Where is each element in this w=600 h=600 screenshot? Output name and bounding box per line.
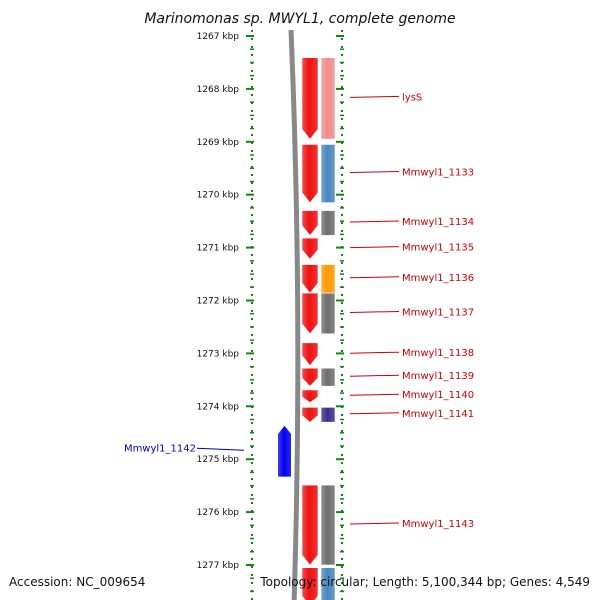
- cog-color-track: [320, 57, 336, 600]
- cog-block-mmwyl1-1134: [320, 210, 336, 236]
- gene-label-leader: [349, 171, 400, 174]
- gene-arrow-mmwyl1-1136[interactable]: [301, 264, 319, 294]
- gene-label-mmwyl1-1140[interactable]: Mmwyl1_1140: [402, 390, 474, 401]
- kbp-tick-label: 1277 kbp: [197, 561, 240, 571]
- gene-arrow-lyss[interactable]: [301, 57, 319, 140]
- cog-block-mmwyl1-1137: [320, 292, 336, 335]
- gene-label-leader: [349, 412, 400, 415]
- cog-block-mmwyl1-1136: [320, 264, 336, 294]
- gene-label-mmwyl1-1135[interactable]: Mmwyl1_1135: [402, 243, 474, 254]
- topology-text: Topology: circular; Length: 5,100,344 bp…: [259, 575, 590, 589]
- gene-arrow-mmwyl1-1134[interactable]: [301, 210, 319, 236]
- gene-label-leader: [349, 276, 400, 279]
- cog-block-unlabeled-12: [320, 567, 336, 600]
- gene-label-leader: [349, 95, 400, 98]
- kbp-tick-label: 1271 kbp: [197, 244, 240, 254]
- gene-label-mmwyl1-1143[interactable]: Mmwyl1_1143: [402, 519, 474, 530]
- kbp-tick-label: 1268 kbp: [197, 85, 240, 95]
- kbp-tick-label: 1269 kbp: [197, 138, 240, 148]
- gene-track-ruler: [336, 30, 344, 600]
- gene-arrow-unlabeled-12[interactable]: [301, 567, 319, 600]
- gene-label-mmwyl1-1136[interactable]: Mmwyl1_1136: [402, 273, 474, 284]
- kbp-tick-label: 1272 kbp: [197, 297, 240, 307]
- kbp-tick-label: 1273 kbp: [197, 349, 240, 359]
- gene-label-mmwyl1-1138[interactable]: Mmwyl1_1138: [402, 348, 474, 359]
- gene-arrow-mmwyl1-1139[interactable]: [301, 367, 319, 387]
- gene-label-leader: [349, 220, 400, 223]
- cog-block-mmwyl1-1139: [320, 367, 336, 387]
- gene-arrow-mmwyl1-1141[interactable]: [301, 407, 319, 423]
- kbp-tick-label: 1274 kbp: [197, 402, 240, 412]
- genome-backbone: [288, 29, 301, 600]
- gene-label-leader: [349, 374, 400, 377]
- gene-label-mmwyl1-1133[interactable]: Mmwyl1_1133: [402, 168, 474, 179]
- gene-label-mmwyl1-1139[interactable]: Mmwyl1_1139: [402, 371, 474, 382]
- gene-arrow-mmwyl1-1135[interactable]: [301, 237, 319, 260]
- kbp-tick-label: 1267 kbp: [197, 32, 240, 42]
- kbp-tick-label: 1276 kbp: [197, 508, 240, 518]
- gene-arrow-mmwyl1-1133[interactable]: [301, 144, 319, 204]
- gene-arrow-mmwyl1-1140[interactable]: [301, 389, 319, 403]
- gene-label-leader: [349, 522, 400, 525]
- gene-arrow-mmwyl1-1138[interactable]: [301, 342, 319, 367]
- cog-block-mmwyl1-1133: [320, 144, 336, 203]
- gene-label-leader: [349, 393, 400, 396]
- gene-labels: lysS Mmwyl1_1133 Mmwyl1_1134 Mmwyl1_1135 Mmw…: [124, 92, 474, 530]
- gene-label-leader: [349, 310, 400, 313]
- gene-label-leader: [349, 351, 400, 354]
- gene-arrow-mmwyl1-1142[interactable]: [278, 425, 291, 477]
- gene-label-mmwyl1-1134[interactable]: Mmwyl1_1134: [402, 217, 474, 228]
- kbp-ruler: 1267 kbp 1268 kbp 1269 kbp 1270 kbp 1271 kbp…: [197, 30, 254, 600]
- gene-label-lyss[interactable]: lysS: [402, 92, 422, 103]
- accession-text: Accession: NC_009654: [9, 575, 145, 589]
- cog-block-lyss: [320, 57, 336, 140]
- cog-block-mmwyl1-1143: [320, 484, 336, 566]
- gene-label-leader: [349, 246, 400, 249]
- gene-label-mmwyl1-1142[interactable]: Mmwyl1_1142: [124, 443, 196, 454]
- kbp-tick-label: 1275 kbp: [197, 455, 240, 465]
- gene-label-leader: [196, 447, 245, 451]
- gene-arrow-mmwyl1-1137[interactable]: [301, 292, 319, 335]
- gene-track: [278, 57, 319, 600]
- kbp-tick-label: 1270 kbp: [197, 191, 240, 201]
- gene-arrow-mmwyl1-1143[interactable]: [301, 484, 319, 566]
- cog-block-mmwyl1-1141: [320, 407, 336, 423]
- gene-label-mmwyl1-1141[interactable]: Mmwyl1_1141: [402, 409, 474, 420]
- gene-label-mmwyl1-1137[interactable]: Mmwyl1_1137: [402, 307, 474, 318]
- map-title: Marinomonas sp. MWYL1, complete genome: [144, 11, 455, 27]
